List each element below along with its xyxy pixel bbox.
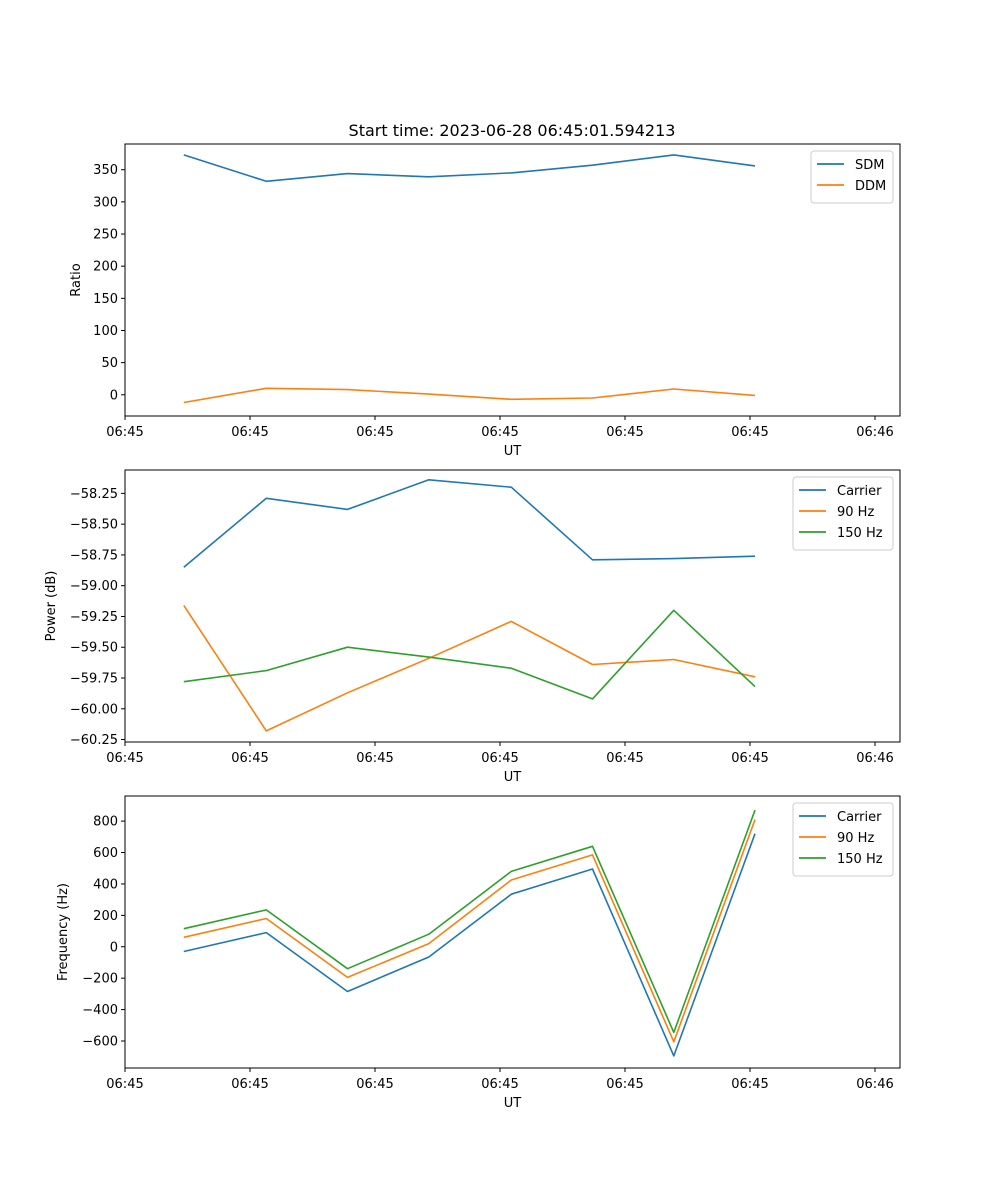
x-tick-label: 06:45 [231, 425, 268, 440]
y-tick-label: 100 [93, 324, 118, 339]
legend: Carrier 90 Hz 150 Hz [792, 802, 894, 877]
legend: Carrier 90 Hz 150 Hz [792, 476, 894, 551]
y-tick-label: −59.75 [70, 672, 118, 687]
figure-title: Start time: 2023-06-28 06:45:01.594213 [349, 121, 676, 140]
y-axis: −600 −400 −200 0 200 400 600 800 Frequency (Hz) [56, 815, 125, 1049]
x-tick-label: 06:45 [356, 425, 393, 440]
series-lines [183, 809, 756, 1057]
x-tick-label: 06:46 [856, 1077, 893, 1092]
x-tick-label: 06:45 [481, 425, 518, 440]
x-tick-label: 06:45 [231, 1077, 268, 1092]
legend-label: 90 Hz [837, 831, 874, 846]
x-tick-label: 06:45 [731, 751, 768, 766]
series-line-150-hz [183, 809, 756, 1034]
y-tick-label: 400 [93, 877, 118, 892]
series-line-carrier [183, 478, 756, 568]
axes-frame [124, 795, 901, 1069]
y-tick-label: 300 [93, 195, 118, 210]
y-tick-label: 800 [93, 815, 118, 830]
legend-label: 150 Hz [837, 526, 883, 541]
y-tick-label: 50 [101, 356, 118, 371]
y-tick-label: −200 [82, 972, 118, 987]
y-tick-label: −60.00 [70, 702, 118, 717]
x-axis-label: UT [504, 1096, 522, 1111]
chart-panel-3: 06:45 06:45 06:45 06:45 06:45 06:45 06:46 UT −60… [56, 795, 901, 1111]
x-axis: 06:45 06:45 06:45 06:45 06:45 06:45 06:46 UT [106, 742, 894, 785]
y-tick-label: −59.00 [70, 579, 118, 594]
series-line-carrier [183, 833, 756, 1057]
series-line-150-hz [183, 609, 756, 700]
y-tick-label: −400 [82, 1003, 118, 1018]
x-tick-label: 06:45 [231, 751, 268, 766]
x-tick-label: 06:46 [856, 425, 893, 440]
series-line-sdm [183, 154, 756, 183]
y-axis-label: Frequency (Hz) [56, 883, 71, 981]
y-tick-label: −58.25 [70, 487, 118, 502]
chart-panel-2: 06:45 06:45 06:45 06:45 06:45 06:45 06:46 UT −60… [44, 469, 901, 785]
x-tick-label: 06:45 [481, 751, 518, 766]
y-tick-label: 0 [110, 940, 118, 955]
axes-frame [124, 469, 901, 743]
x-tick-label: 06:45 [606, 751, 643, 766]
y-axis: 0 50 100 150 200 250 300 350 Ratio [69, 163, 125, 403]
series-line-90-hz [183, 604, 756, 732]
x-axis-label: UT [504, 444, 522, 459]
x-tick-label: 06:45 [481, 1077, 518, 1092]
y-tick-label: 350 [93, 163, 118, 178]
series-line-90-hz [183, 819, 756, 1043]
legend-label: DDM [855, 179, 886, 194]
x-tick-label: 06:45 [106, 751, 143, 766]
x-tick-label: 06:45 [731, 425, 768, 440]
x-axis: 06:45 06:45 06:45 06:45 06:45 06:45 06:46 UT [106, 416, 894, 459]
x-tick-label: 06:45 [106, 1077, 143, 1092]
x-tick-label: 06:45 [606, 1077, 643, 1092]
y-tick-label: 0 [110, 388, 118, 403]
axes-frame [124, 143, 901, 417]
legend-label: SDM [855, 158, 884, 173]
x-axis: 06:45 06:45 06:45 06:45 06:45 06:45 06:46 UT [106, 1068, 894, 1111]
y-axis-label: Power (dB) [44, 571, 59, 642]
series-lines [183, 478, 756, 732]
y-axis: −60.25 −60.00 −59.75 −59.50 −59.25 −59.00 −58.… [44, 487, 125, 748]
series-line-ddm [183, 387, 756, 404]
y-tick-label: −60.25 [70, 733, 118, 748]
y-tick-label: 600 [93, 846, 118, 861]
legend-label: Carrier [837, 484, 882, 499]
chart-panel-1: 06:45 06:45 06:45 06:45 06:45 06:45 06:46 UT 0 50… [69, 143, 901, 459]
y-tick-label: 200 [93, 909, 118, 924]
y-axis-label: Ratio [69, 263, 84, 296]
series-lines [183, 154, 756, 404]
x-tick-label: 06:45 [106, 425, 143, 440]
legend-label: Carrier [837, 810, 882, 825]
x-tick-label: 06:45 [606, 425, 643, 440]
x-tick-label: 06:46 [856, 751, 893, 766]
y-tick-label: −600 [82, 1034, 118, 1049]
panels: 06:45 06:45 06:45 06:45 06:45 06:45 06:46 UT 0 50… [44, 143, 901, 1111]
legend-label: 90 Hz [837, 505, 874, 520]
y-tick-label: −58.50 [70, 518, 118, 533]
y-tick-label: 200 [93, 260, 118, 275]
y-tick-label: −59.50 [70, 641, 118, 656]
x-tick-label: 06:45 [356, 1077, 393, 1092]
x-tick-label: 06:45 [356, 751, 393, 766]
y-tick-label: −59.25 [70, 610, 118, 625]
x-tick-label: 06:45 [731, 1077, 768, 1092]
y-tick-label: 150 [93, 292, 118, 307]
x-axis-label: UT [504, 770, 522, 785]
legend-label: 150 Hz [837, 852, 883, 867]
y-tick-label: −58.75 [70, 548, 118, 563]
legend: SDM DDM [810, 150, 894, 204]
y-tick-label: 250 [93, 228, 118, 243]
